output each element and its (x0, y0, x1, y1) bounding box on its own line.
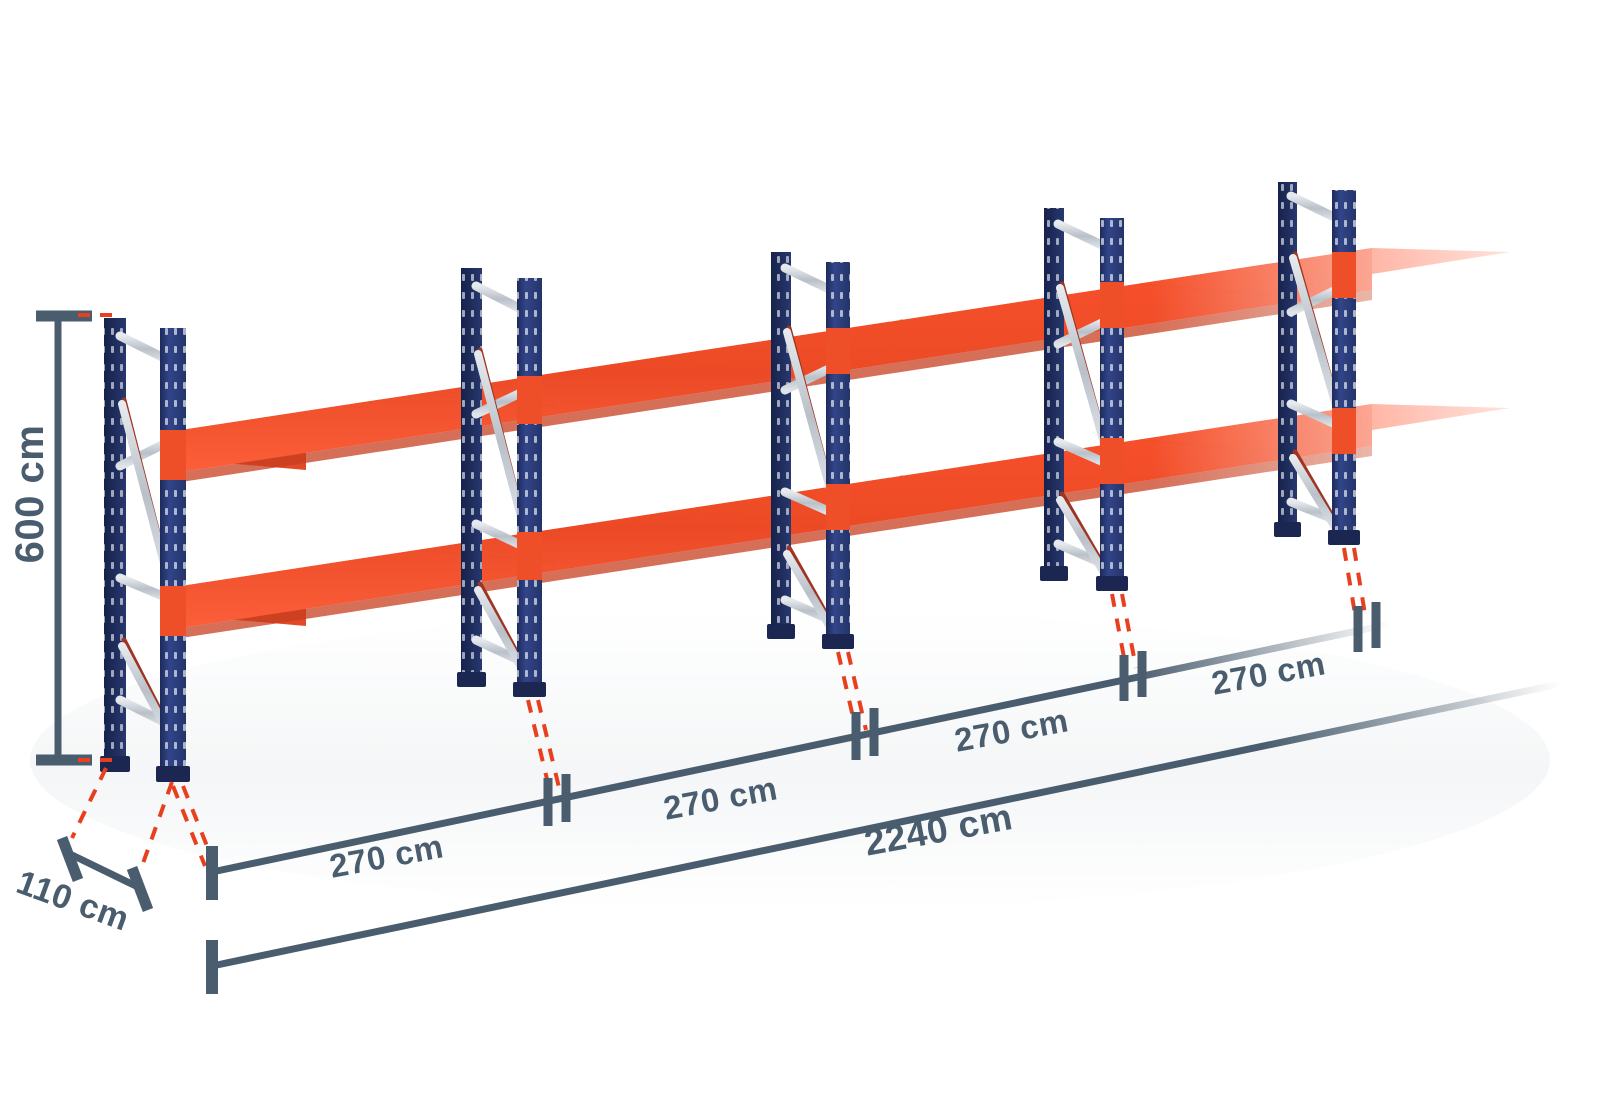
rack-frame-5 (1274, 182, 1360, 545)
floor-shadow (30, 610, 1550, 910)
rack-frame-3 (767, 252, 854, 649)
dimension-total (206, 680, 1561, 994)
dimension-height (36, 310, 118, 766)
leader-line-depth-rear (70, 767, 108, 839)
rack-frame-1 (100, 318, 190, 782)
dimension-depth (56, 767, 174, 912)
dimension-segments (206, 602, 1391, 900)
leader-line-depth-front (140, 781, 174, 867)
rack-frame-2 (457, 268, 546, 697)
rack-frame-4 (1040, 208, 1128, 591)
